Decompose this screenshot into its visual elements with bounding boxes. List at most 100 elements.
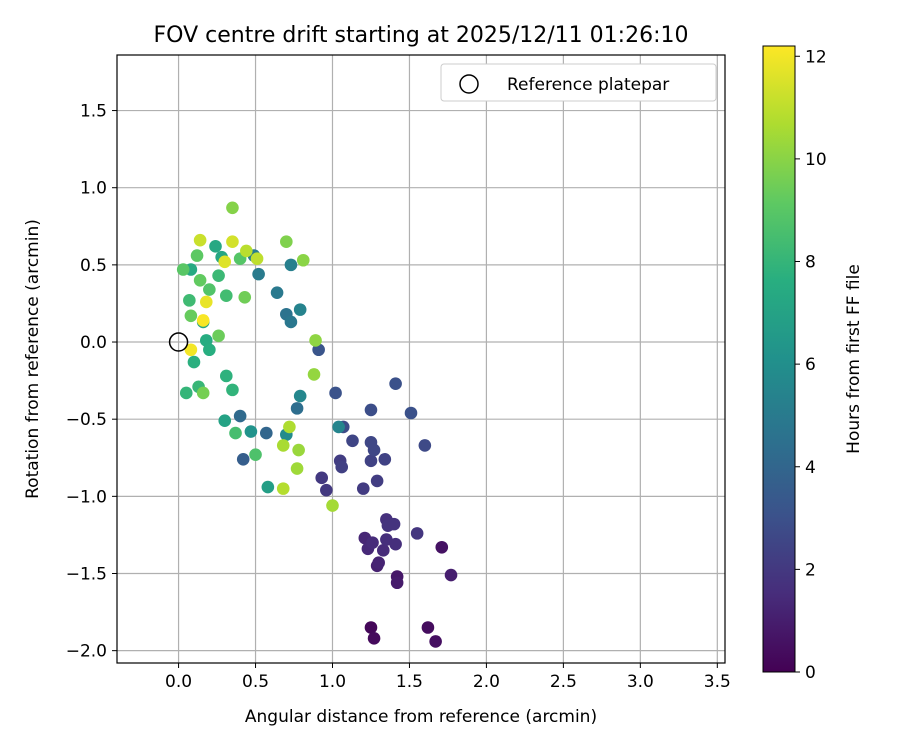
data-point xyxy=(376,544,390,557)
data-point xyxy=(307,368,321,381)
legend-marker-icon xyxy=(459,74,479,94)
data-point xyxy=(284,258,298,272)
data-point xyxy=(260,426,273,440)
data-point xyxy=(364,454,378,468)
data-point xyxy=(326,499,339,512)
data-point xyxy=(179,386,193,400)
data-point xyxy=(203,283,216,296)
data-point xyxy=(212,269,225,282)
x-tick-label: 3.5 xyxy=(704,672,731,692)
x-tick-label: 1.5 xyxy=(396,672,423,692)
data-point xyxy=(367,443,381,457)
data-point xyxy=(183,294,196,307)
y-tick-label: −2.0 xyxy=(66,642,107,662)
x-tick-label: 0.0 xyxy=(165,672,192,692)
data-point xyxy=(226,201,239,215)
data-point xyxy=(176,263,190,276)
colorbar-tick-label: 6 xyxy=(805,355,816,375)
data-point xyxy=(284,315,298,329)
data-point xyxy=(309,334,322,347)
data-points xyxy=(176,201,458,648)
x-tick-label: 1.0 xyxy=(319,672,346,692)
x-tick-label: 2.5 xyxy=(550,672,577,692)
colorbar-tick-label: 10 xyxy=(805,150,827,170)
data-point xyxy=(270,286,284,299)
data-point xyxy=(236,453,250,466)
data-point xyxy=(249,448,262,461)
data-point xyxy=(212,329,225,343)
data-point xyxy=(329,386,342,400)
colorbar-tick-label: 12 xyxy=(805,47,827,67)
data-point xyxy=(276,482,290,495)
data-point xyxy=(290,462,304,475)
colorbar-gradient xyxy=(762,45,796,673)
data-point xyxy=(252,267,265,281)
y-tick-label: −0.5 xyxy=(66,410,107,430)
data-point xyxy=(429,635,442,648)
legend-entry-reference-platepar: Reference platepar xyxy=(507,75,669,95)
x-axis-ticks: 0.0 0.5 1.0 1.5 2.0 2.5 3.0 3.5 xyxy=(165,663,731,692)
data-point xyxy=(356,482,370,495)
data-point xyxy=(209,240,222,253)
data-point xyxy=(184,343,198,357)
data-point xyxy=(390,576,404,590)
y-axis-label: Rotation from reference (arcmin) xyxy=(23,219,43,499)
colorbar-ticks: 0 2 4 6 8 10 12 xyxy=(795,47,827,683)
data-point xyxy=(404,406,418,420)
y-tick-label: 0.5 xyxy=(80,256,107,276)
data-point xyxy=(276,439,290,452)
y-tick-label: 0.0 xyxy=(80,333,107,353)
data-point xyxy=(229,426,242,440)
data-point xyxy=(196,386,210,400)
data-point xyxy=(219,369,233,383)
data-point xyxy=(244,425,258,438)
data-point xyxy=(293,389,307,403)
data-point xyxy=(283,420,296,434)
colorbar-tick-label: 2 xyxy=(805,560,816,580)
data-point xyxy=(233,409,247,423)
data-point xyxy=(435,540,449,554)
data-point xyxy=(193,273,207,287)
data-point xyxy=(372,556,385,569)
data-point xyxy=(296,253,310,267)
data-point xyxy=(196,314,210,327)
grid-lines xyxy=(117,55,725,663)
plot-frame xyxy=(116,54,726,664)
data-point xyxy=(292,443,305,457)
data-point xyxy=(238,290,252,304)
data-point xyxy=(320,483,333,497)
data-point xyxy=(364,621,378,634)
data-point xyxy=(293,303,307,316)
data-point xyxy=(366,536,379,549)
data-point xyxy=(218,255,232,269)
data-point xyxy=(335,460,349,474)
data-point xyxy=(315,471,329,485)
data-point xyxy=(367,632,381,645)
data-point xyxy=(410,527,424,540)
data-point xyxy=(219,289,233,303)
y-tick-label: 1.5 xyxy=(80,102,107,122)
data-point xyxy=(250,252,264,265)
data-point xyxy=(378,453,392,466)
data-point xyxy=(290,402,304,415)
x-axis-label: Angular distance from reference (arcmin) xyxy=(245,707,597,727)
colorbar-label: Hours from first FF file xyxy=(844,264,864,454)
data-point xyxy=(226,383,239,397)
data-point xyxy=(389,377,402,390)
chart-title: FOV centre drift starting at 2025/12/11 … xyxy=(154,23,689,48)
data-point xyxy=(418,439,432,452)
data-point xyxy=(332,420,345,434)
data-point xyxy=(389,537,402,551)
reference-platepar-marker xyxy=(168,332,189,352)
x-tick-label: 3.0 xyxy=(627,672,654,692)
colorbar-tick-label: 0 xyxy=(805,663,816,683)
legend-box xyxy=(440,63,717,102)
colorbar: 0 2 4 6 8 10 12 Hours from first FF file xyxy=(762,45,864,683)
data-point xyxy=(203,343,216,357)
x-tick-label: 0.5 xyxy=(242,672,269,692)
data-point xyxy=(364,403,378,417)
data-point xyxy=(261,480,275,494)
data-point xyxy=(199,295,213,309)
data-point xyxy=(421,621,435,634)
